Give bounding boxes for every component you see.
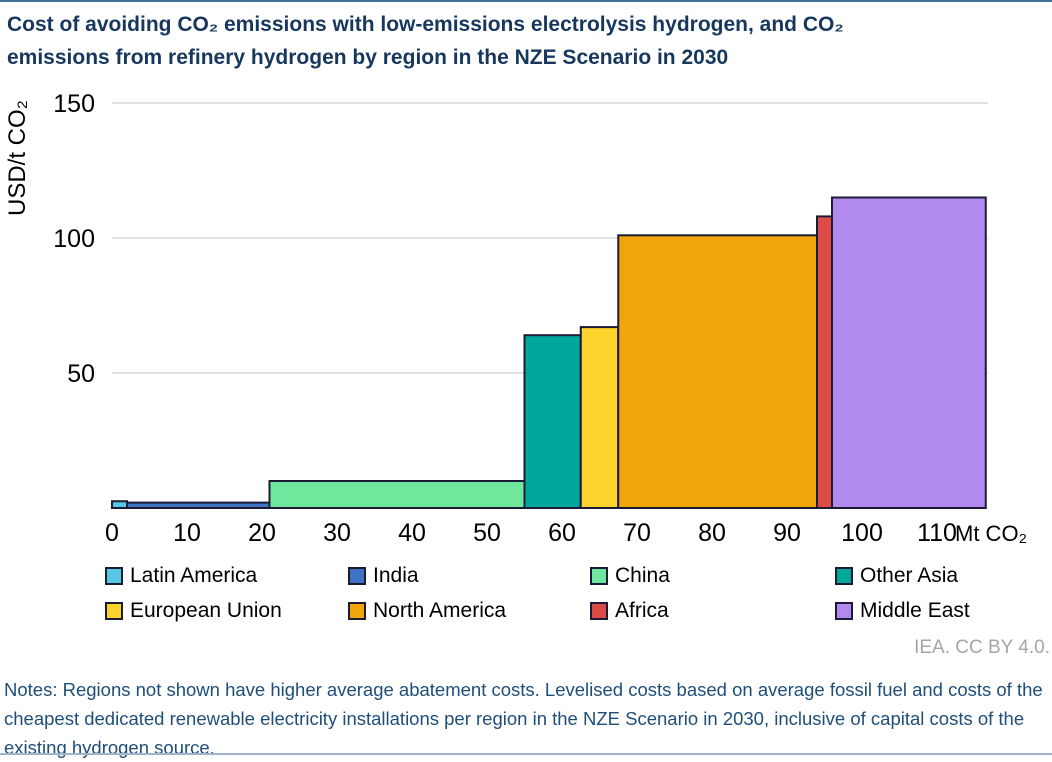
legend-item-european-union: European Union: [105, 599, 348, 622]
bar-africa: [816, 215, 833, 509]
legend-item-latin-america: Latin America: [105, 564, 348, 587]
page-title: Cost of avoiding CO₂ emissions with low-…: [7, 8, 844, 74]
legend-swatch-north-america: [348, 602, 366, 620]
y-tick-50: 50: [67, 360, 95, 388]
legend-item-india: India: [348, 564, 590, 587]
x-tick-10: 10: [173, 519, 201, 547]
legend-swatch-china: [590, 567, 608, 585]
y-tick-100: 100: [53, 225, 95, 253]
bar-north-america: [617, 234, 818, 510]
license-credit: IEA. CC BY 4.0.: [914, 637, 1050, 658]
x-tick-100: 100: [841, 519, 883, 547]
legend-swatch-european-union: [105, 602, 123, 620]
legend-item-north-america: North America: [348, 599, 590, 622]
x-tick-80: 80: [698, 519, 726, 547]
x-tick-0: 0: [105, 519, 119, 547]
legend-swatch-africa: [590, 602, 608, 620]
y-axis-label: USD/t CO₂: [4, 100, 31, 216]
legend-item-other-asia: Other Asia: [835, 564, 1052, 587]
x-tick-110: 110: [917, 519, 957, 547]
legend-label-other-asia: Other Asia: [860, 564, 959, 587]
bar-china: [268, 480, 526, 509]
y-tick-150: 150: [53, 90, 95, 118]
legend-swatch-latin-america: [105, 567, 123, 585]
x-tick-60: 60: [548, 519, 576, 547]
x-tick-50: 50: [473, 519, 501, 547]
x-tick-70: 70: [623, 519, 651, 547]
footnotes: Notes: Regions not shown have higher ave…: [4, 679, 1043, 758]
bar-other-asia: [523, 334, 582, 509]
legend-swatch-other-asia: [835, 567, 853, 585]
x-tick-40: 40: [398, 519, 426, 547]
legend-swatch-middle-east: [835, 602, 853, 620]
x-axis-unit-label: Mt CO₂: [955, 521, 1027, 546]
legend-label-china: China: [615, 564, 670, 587]
legend-label-india: India: [373, 564, 419, 587]
legend-label-middle-east: Middle East: [860, 599, 970, 622]
x-tick-30: 30: [323, 519, 351, 547]
legend-label-north-america: North America: [373, 599, 507, 622]
legend-item-china: China: [590, 564, 835, 587]
legend-label-european-union: European Union: [130, 599, 282, 622]
legend-item-africa: Africa: [590, 599, 835, 622]
page-title-line2: emissions from refinery hydrogen by regi…: [7, 46, 729, 69]
page-title-line1: Cost of avoiding CO₂ emissions with low-…: [7, 13, 844, 36]
top-border-line: [0, 0, 1052, 2]
legend-swatch-india: [348, 567, 366, 585]
x-tick-20: 20: [248, 519, 276, 547]
bar-middle-east: [831, 196, 987, 509]
bar-latin-america: [111, 500, 128, 509]
x-tick-90: 90: [773, 519, 801, 547]
chart-legend: Latin America India China Other Asia Europea…: [0, 564, 1052, 622]
legend-label-latin-america: Latin America: [130, 564, 258, 587]
legend-item-middle-east: Middle East: [835, 599, 1052, 622]
bar-india: [126, 501, 271, 510]
bottom-border-line: [0, 753, 1052, 755]
bar-european-union: [579, 326, 620, 509]
legend-label-africa: Africa: [615, 599, 669, 622]
